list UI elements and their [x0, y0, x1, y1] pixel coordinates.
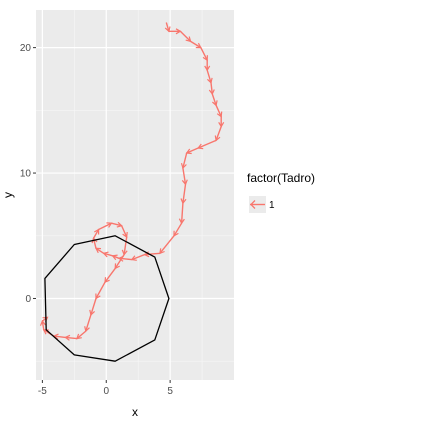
arrowhead-marker	[202, 55, 208, 62]
arrowhead-marker	[185, 36, 192, 43]
arrowhead-marker	[204, 65, 211, 72]
tick-layer: -5 0 5 0 10 20	[20, 43, 173, 397]
arrowhead-marker	[102, 251, 109, 258]
arrowhead-marker	[218, 121, 225, 128]
series-line-arena	[44, 235, 170, 362]
arrowhead-marker	[159, 248, 165, 255]
series-layer	[39, 22, 225, 362]
arrowhead-marker	[180, 163, 187, 170]
x-tick-label: -5	[38, 386, 47, 397]
arrowhead-marker	[185, 148, 192, 155]
arrowhead-marker	[178, 218, 185, 225]
arrowhead-marker	[106, 222, 113, 228]
arrowhead-marker	[64, 334, 71, 341]
arrowhead-marker	[93, 228, 100, 235]
y-tick-label: 20	[20, 43, 32, 54]
arrowhead-marker	[117, 255, 124, 262]
arrowhead-marker	[195, 42, 202, 49]
legend-label: 1	[269, 200, 275, 211]
x-axis-title: x	[132, 405, 138, 419]
arrowhead-marker	[208, 89, 215, 96]
arrowhead-marker	[91, 237, 98, 244]
x-tick-label: 0	[103, 386, 109, 397]
arrowhead-marker	[89, 309, 96, 316]
arrowhead-marker	[130, 255, 137, 261]
minor-gridlines	[36, 10, 234, 380]
x-tick-label: 5	[167, 386, 173, 397]
y-tick-label: 10	[20, 169, 32, 180]
arrowhead-marker	[111, 254, 118, 261]
y-axis-title: y	[1, 192, 15, 198]
y-tick-label: 0	[25, 294, 31, 305]
arrowhead-marker	[95, 293, 101, 300]
arrowhead-marker	[104, 277, 110, 284]
legend: factor(Tadro) 1	[247, 171, 315, 213]
plot-panel	[36, 10, 234, 380]
arrowhead-marker	[94, 247, 102, 254]
arrowhead-marker	[206, 77, 213, 84]
arrowhead-marker	[180, 198, 187, 205]
arrowhead-marker	[212, 100, 218, 107]
series-line-1	[41, 22, 222, 340]
arrowhead-marker	[181, 179, 188, 186]
legend-title: factor(Tadro)	[247, 171, 315, 185]
arrowhead-marker	[116, 221, 123, 228]
arrowhead-marker	[216, 111, 223, 118]
arrowhead-marker	[75, 333, 82, 340]
arrowhead-marker	[173, 230, 179, 237]
arrowhead-marker	[175, 28, 182, 35]
arrowhead-marker	[164, 26, 171, 33]
arrowhead-marker	[197, 143, 204, 150]
arrowhead-marker	[39, 319, 46, 326]
legend-key-arrow-icon	[250, 200, 256, 209]
arrowhead-marker	[122, 231, 128, 239]
arrowhead-marker	[121, 249, 128, 256]
arrowhead-marker	[84, 326, 90, 333]
arrowhead-marker	[214, 135, 221, 142]
arrowhead-marker	[114, 263, 120, 270]
